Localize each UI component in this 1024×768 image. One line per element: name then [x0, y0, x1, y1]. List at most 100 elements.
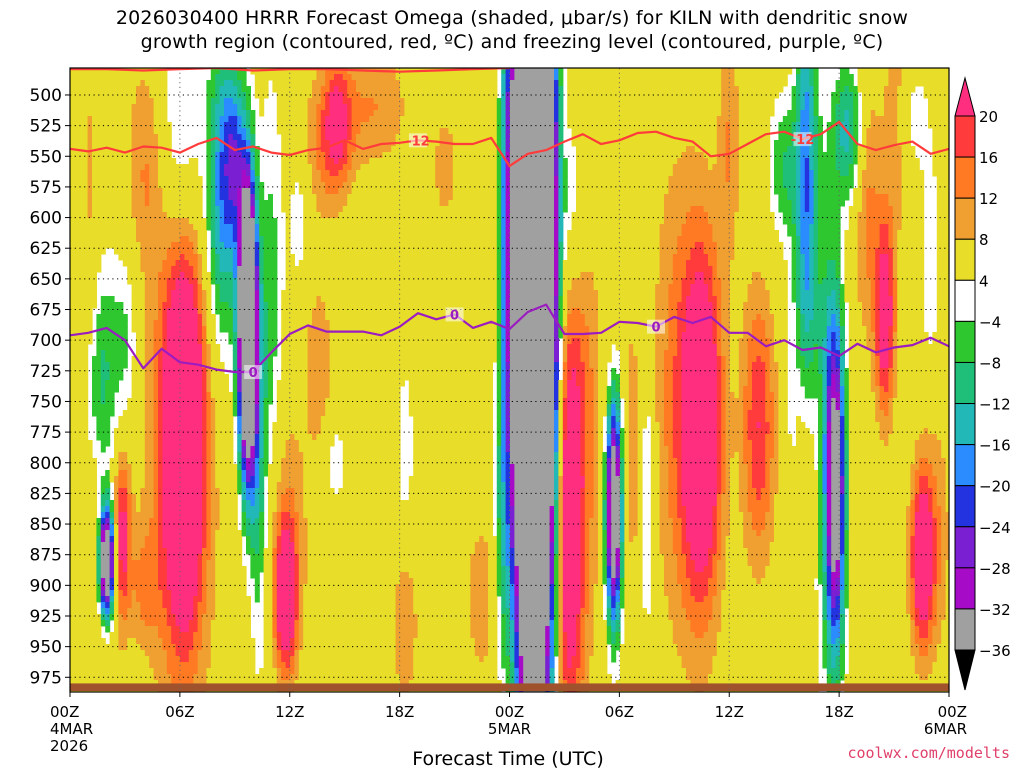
omega-cell — [118, 560, 124, 567]
omega-cell — [655, 344, 669, 351]
omega-cell — [259, 242, 265, 249]
omega-cell — [857, 80, 889, 87]
omega-cell — [166, 548, 203, 555]
omega-cell — [496, 242, 502, 249]
omega-cell — [514, 566, 520, 573]
omega-cell — [668, 446, 674, 453]
omega-cell — [263, 236, 278, 243]
omega-cell — [910, 494, 916, 501]
omega-cell — [281, 458, 304, 465]
omega-cell — [70, 104, 133, 111]
omega-cell — [246, 500, 251, 507]
omega-cell — [756, 314, 762, 321]
omega-cell — [144, 368, 155, 375]
omega-cell — [875, 290, 881, 297]
omega-cell — [144, 350, 155, 357]
omega-cell — [554, 338, 559, 345]
omega-cell — [835, 152, 854, 159]
omega-cell — [263, 560, 273, 567]
omega-cell — [162, 200, 203, 207]
omega-cell — [254, 584, 260, 591]
omega-cell — [580, 506, 586, 513]
omega-cell — [510, 500, 515, 507]
omega-cell — [897, 392, 949, 399]
omega-cell — [628, 446, 639, 453]
omega-cell — [144, 182, 150, 189]
omega-cell — [862, 314, 872, 321]
omega-cell — [70, 458, 97, 465]
omega-cell — [140, 548, 159, 555]
omega-cell — [712, 542, 718, 549]
omega-cell — [862, 98, 885, 105]
omega-cell — [716, 476, 722, 483]
omega-cell — [778, 428, 788, 435]
omega-cell — [826, 488, 832, 495]
omega-cell — [131, 368, 146, 375]
omega-cell — [87, 116, 93, 123]
omega-cell — [496, 380, 502, 387]
omega-cell — [215, 530, 243, 537]
omega-cell — [628, 464, 639, 471]
omega-cell — [664, 200, 740, 207]
omega-cell — [501, 224, 507, 231]
omega-cell — [769, 356, 775, 363]
omega-cell — [906, 554, 911, 561]
omega-cell — [941, 446, 949, 453]
omega-cell — [281, 134, 309, 141]
omega-cell — [637, 410, 656, 417]
omega-cell — [725, 458, 731, 465]
omega-cell — [598, 494, 603, 501]
omega-cell — [298, 518, 309, 525]
omega-cell — [809, 140, 815, 147]
omega-cell — [329, 374, 493, 381]
omega-cell — [743, 452, 753, 459]
omega-cell — [866, 194, 889, 201]
omega-cell — [800, 272, 806, 279]
omega-cell — [70, 446, 93, 453]
omega-cell — [549, 584, 555, 591]
omega-cell — [496, 194, 502, 201]
omega-cell — [593, 452, 599, 459]
omega-cell — [144, 434, 155, 441]
omega-cell — [813, 272, 819, 279]
omega-cell — [831, 104, 837, 111]
omega-cell — [844, 446, 850, 453]
omega-cell — [501, 86, 507, 93]
omega-cell — [796, 260, 801, 267]
omega-cell — [263, 326, 269, 333]
omega-cell — [584, 404, 595, 411]
omega-cell — [316, 116, 322, 123]
omega-cell — [598, 512, 603, 519]
omega-cell — [589, 332, 599, 339]
omega-cell — [210, 248, 216, 255]
omega-cell — [510, 578, 515, 585]
omega-cell — [611, 554, 617, 561]
omega-cell — [857, 212, 867, 219]
omega-cell — [659, 422, 665, 429]
omega-cell — [558, 200, 564, 207]
omega-cell — [109, 518, 115, 525]
omega-cell — [131, 200, 146, 207]
omega-cell — [681, 428, 718, 435]
omega-cell — [285, 440, 300, 447]
omega-cell — [615, 422, 621, 429]
omega-cell — [360, 128, 401, 135]
omega-cell — [910, 566, 916, 573]
omega-cell — [254, 266, 260, 273]
omega-cell — [690, 254, 709, 261]
omega-cell — [338, 488, 401, 495]
omega-cell — [153, 392, 159, 399]
omega-cell — [320, 86, 331, 93]
omega-cell — [897, 116, 911, 123]
omega-cell — [144, 308, 159, 315]
omega-cell — [307, 404, 326, 411]
omega-cell — [219, 206, 225, 213]
omega-cell — [144, 428, 155, 435]
omega-cell — [580, 584, 586, 591]
omega-cell — [760, 494, 771, 501]
omega-cell — [743, 440, 753, 447]
omega-cell — [232, 392, 238, 399]
omega-cell — [844, 500, 850, 507]
omega-cell — [70, 344, 89, 351]
omega-cell — [584, 482, 595, 489]
